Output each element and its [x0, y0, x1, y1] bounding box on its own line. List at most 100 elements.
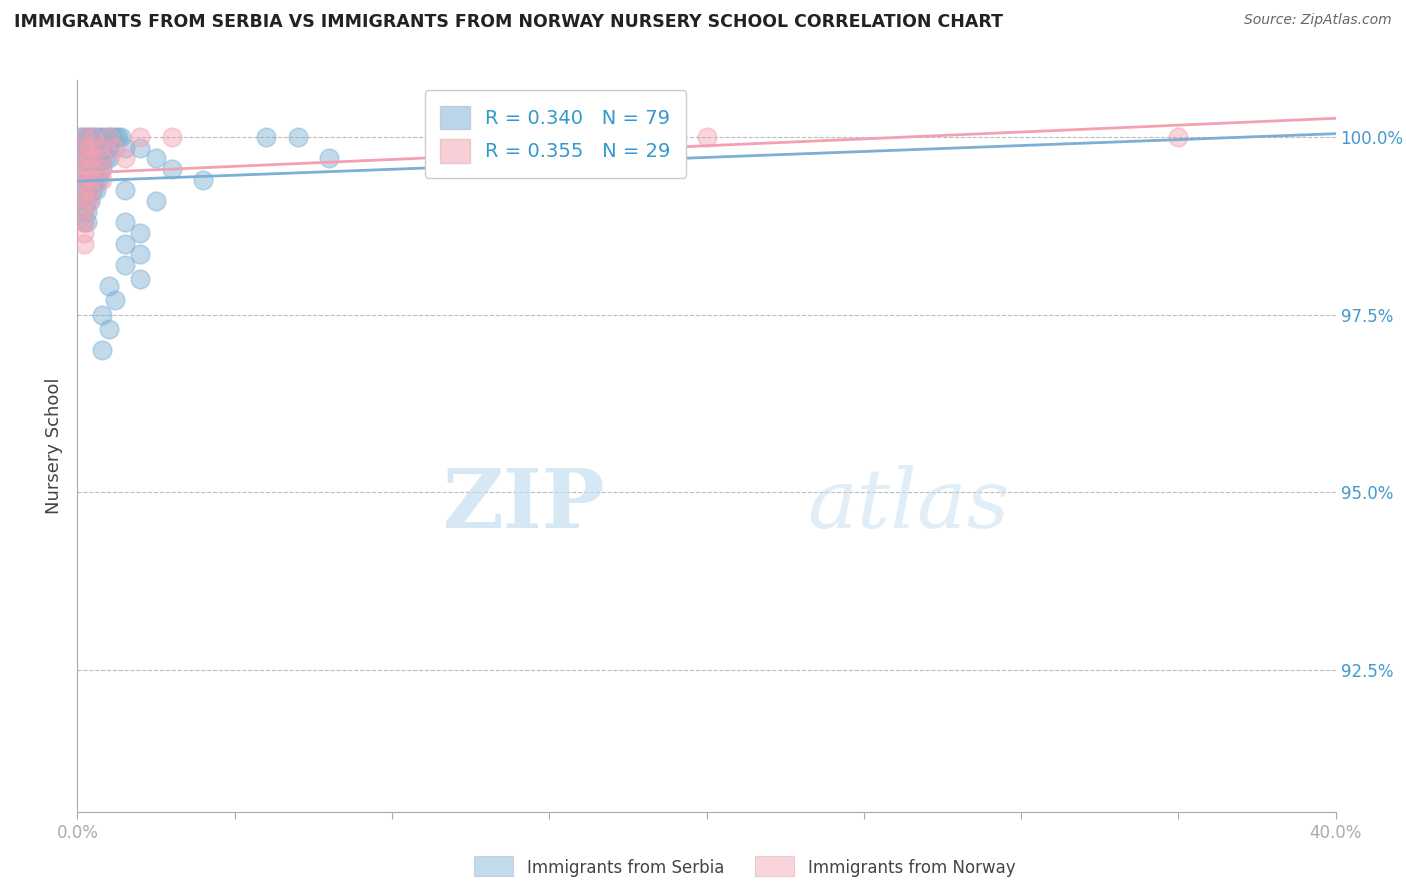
Point	[79, 162, 101, 177]
Point	[72, 130, 94, 145]
Point	[79, 194, 101, 208]
Point	[129, 130, 152, 145]
Point	[91, 152, 114, 166]
Point	[145, 194, 167, 208]
Point	[97, 152, 120, 166]
Point	[79, 152, 101, 166]
Point	[91, 162, 114, 177]
Point	[1167, 130, 1189, 145]
Point	[82, 130, 104, 145]
Point	[129, 272, 152, 286]
Point	[114, 236, 136, 251]
Point	[82, 162, 104, 177]
Point	[114, 183, 136, 197]
Point	[97, 130, 120, 145]
Text: atlas: atlas	[807, 465, 1010, 544]
Point	[84, 162, 107, 177]
Point	[91, 152, 114, 166]
Point	[254, 130, 277, 145]
Point	[89, 152, 111, 166]
Point	[72, 172, 94, 186]
Point	[89, 141, 111, 155]
Text: ZIP: ZIP	[443, 465, 606, 544]
Point	[97, 141, 120, 155]
Point	[91, 141, 114, 155]
Point	[191, 172, 215, 186]
Text: IMMIGRANTS FROM SERBIA VS IMMIGRANTS FROM NORWAY NURSERY SCHOOL CORRELATION CHAR: IMMIGRANTS FROM SERBIA VS IMMIGRANTS FRO…	[14, 13, 1002, 31]
Point	[72, 183, 94, 197]
Point	[72, 183, 94, 197]
Point	[72, 152, 94, 166]
Point	[72, 162, 94, 177]
Point	[84, 141, 107, 155]
Point	[89, 172, 111, 186]
Point	[79, 141, 101, 155]
Point	[82, 152, 104, 166]
Point	[84, 130, 107, 145]
Point	[89, 162, 111, 177]
Point	[72, 226, 94, 240]
Point	[72, 172, 94, 186]
Point	[79, 183, 101, 197]
Point	[114, 141, 136, 155]
Point	[82, 172, 104, 186]
Point	[82, 130, 104, 145]
Point	[72, 162, 94, 177]
Text: Immigrants from Norway: Immigrants from Norway	[808, 859, 1017, 877]
Point	[72, 204, 94, 219]
Point	[76, 162, 98, 177]
Point	[79, 194, 101, 208]
Point	[82, 183, 104, 197]
Point	[72, 215, 94, 229]
Point	[104, 141, 127, 155]
Point	[114, 215, 136, 229]
Point	[91, 172, 114, 186]
Point	[89, 130, 111, 145]
Point	[101, 130, 124, 145]
Point	[91, 130, 114, 145]
Point	[160, 162, 183, 177]
Point	[97, 130, 120, 145]
Point	[79, 183, 101, 197]
Point	[110, 130, 132, 145]
Point	[79, 162, 101, 177]
Point	[160, 130, 183, 145]
Point	[107, 130, 129, 145]
Point	[76, 194, 98, 208]
Point	[72, 130, 94, 145]
Point	[318, 152, 340, 166]
Point	[104, 293, 127, 308]
Point	[104, 130, 127, 145]
Point	[97, 322, 120, 336]
Point	[69, 130, 91, 145]
Point	[84, 183, 107, 197]
Point	[114, 152, 136, 166]
Point	[91, 308, 114, 322]
Point	[76, 141, 98, 155]
Text: Source: ZipAtlas.com: Source: ZipAtlas.com	[1244, 13, 1392, 28]
Y-axis label: Nursery School: Nursery School	[45, 377, 63, 515]
Point	[72, 152, 94, 166]
Point	[94, 130, 117, 145]
Legend: R = 0.340   N = 79, R = 0.355   N = 29: R = 0.340 N = 79, R = 0.355 N = 29	[425, 90, 686, 178]
Point	[82, 141, 104, 155]
Point	[72, 194, 94, 208]
Point	[129, 247, 152, 261]
Point	[76, 152, 98, 166]
Point	[94, 152, 117, 166]
Point	[91, 162, 114, 177]
Point	[79, 152, 101, 166]
Point	[76, 172, 98, 186]
Text: Immigrants from Serbia: Immigrants from Serbia	[527, 859, 724, 877]
Point	[94, 141, 117, 155]
Point	[76, 130, 98, 145]
Point	[79, 141, 101, 155]
Point	[696, 130, 718, 145]
Point	[129, 226, 152, 240]
Point	[72, 204, 94, 219]
Point	[72, 194, 94, 208]
Point	[114, 258, 136, 272]
Point	[84, 152, 107, 166]
Point	[287, 130, 309, 145]
Point	[72, 215, 94, 229]
